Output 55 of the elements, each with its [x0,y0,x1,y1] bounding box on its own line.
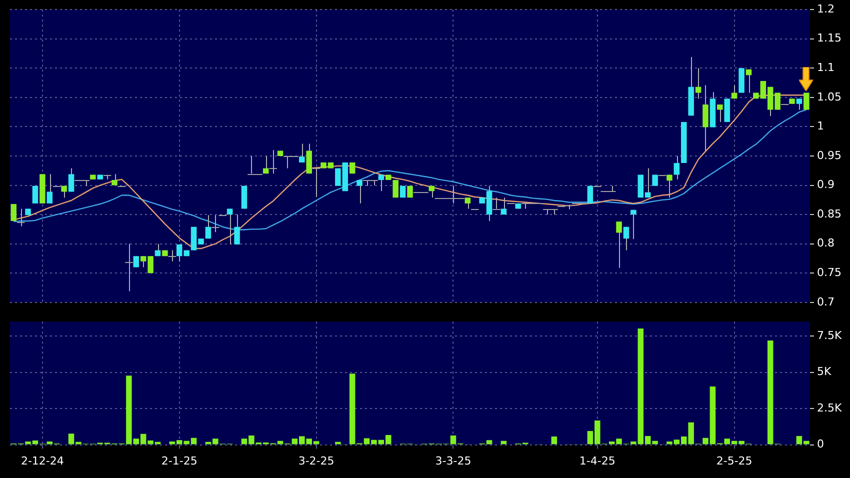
candlestick [299,143,305,163]
candlestick [674,156,680,180]
candlestick [226,208,233,245]
candlestick [695,68,702,100]
y-tick-label: 1.05 [817,90,842,104]
y-tick-label: 7.5K [817,328,842,342]
candlestick [630,209,636,240]
candlestick [262,156,269,174]
candlestick [616,221,622,268]
candlestick [746,68,752,94]
y-tick-label: 1.1 [817,61,834,74]
bar [500,440,507,444]
x-tick-label: 1-4-25 [579,454,616,468]
x-tick-label: 2-1-25 [161,454,198,468]
y-tick-label: 1.2 [817,2,834,16]
y-tick-label: 0.95 [817,148,842,162]
candlestick [32,185,38,204]
candlestick [724,98,730,123]
y-tick-label: 0.75 [817,266,842,279]
candlestick [702,84,708,152]
candlestick [500,197,507,216]
y-tick-label: 2.5K [817,401,842,414]
candlestick [587,185,594,204]
candlestick [68,168,74,192]
candlestick [154,243,161,257]
candlestick [623,226,630,251]
candlestick [717,104,723,123]
candlestick [306,143,312,174]
candlestick [356,180,362,204]
candlestick [731,84,738,100]
y-tick-label: 0.85 [817,207,842,220]
y-tick-label: 0.8 [817,236,834,250]
y-tick-label: 0.9 [817,178,834,192]
candlestick [666,174,672,198]
candlestick [10,204,16,222]
candlestick [112,174,118,186]
x-tick-label: 3-3-25 [435,454,472,468]
candlestick [392,180,398,198]
x-tick-label: 2-5-25 [716,454,752,468]
y-tick-label: 1 [817,120,824,133]
x-tick-label: 3-2-25 [298,454,334,468]
candlestick [796,98,802,110]
x-tick-label: 2-12-24 [20,454,64,468]
candlestick [205,214,212,240]
bar [551,436,558,444]
candlestick [378,174,384,192]
y-tick-label: 1.15 [817,32,842,45]
y-tick-label: 5K [817,365,832,378]
candlestick [652,174,658,186]
candlestick [464,197,471,210]
candlestick [133,256,140,268]
candlestick [46,174,53,204]
y-tick-label: 0.7 [817,295,834,308]
candlestick [234,214,240,245]
y-tick-label: 0 [817,438,824,451]
